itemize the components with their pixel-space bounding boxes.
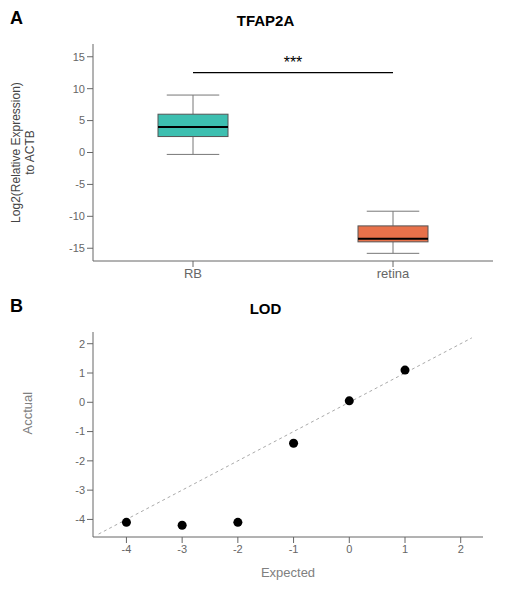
svg-text:0: 0 xyxy=(346,543,352,555)
html-text:A: A xyxy=(10,8,23,28)
svg-text:-15: -15 xyxy=(69,242,85,254)
svg-text:-1: -1 xyxy=(75,425,85,437)
svg-text:Expected: Expected xyxy=(261,565,315,580)
svg-text:-3: -3 xyxy=(177,543,187,555)
svg-text:-2: -2 xyxy=(75,455,85,467)
svg-text:-4: -4 xyxy=(122,543,132,555)
svg-text:-10: -10 xyxy=(69,210,85,222)
html-text:LOD: LOD xyxy=(249,300,282,317)
svg-text:-5: -5 xyxy=(75,178,85,190)
html-text:TFAP2A: TFAP2A xyxy=(236,12,295,29)
svg-text:5: 5 xyxy=(79,114,85,126)
svg-text:2: 2 xyxy=(458,543,464,555)
svg-text:Acctual: Acctual xyxy=(20,392,35,435)
svg-text:15: 15 xyxy=(73,51,85,63)
svg-text:0: 0 xyxy=(79,396,85,408)
svg-text:***: *** xyxy=(284,54,303,71)
svg-text:1: 1 xyxy=(79,367,85,379)
svg-text:2: 2 xyxy=(79,338,85,350)
svg-text:-4: -4 xyxy=(75,513,85,525)
svg-text:-1: -1 xyxy=(289,543,299,555)
svg-text:retina: retina xyxy=(377,266,410,281)
svg-text:1: 1 xyxy=(402,543,408,555)
svg-text:10: 10 xyxy=(73,83,85,95)
html-text:B: B xyxy=(10,296,23,316)
svg-text:0: 0 xyxy=(79,146,85,158)
svg-text:RB: RB xyxy=(184,266,202,281)
svg-text:-3: -3 xyxy=(75,484,85,496)
svg-text:Log2(Relative Expression)to AC: Log2(Relative Expression)to ACTB xyxy=(9,82,37,223)
svg-text:-2: -2 xyxy=(233,543,243,555)
